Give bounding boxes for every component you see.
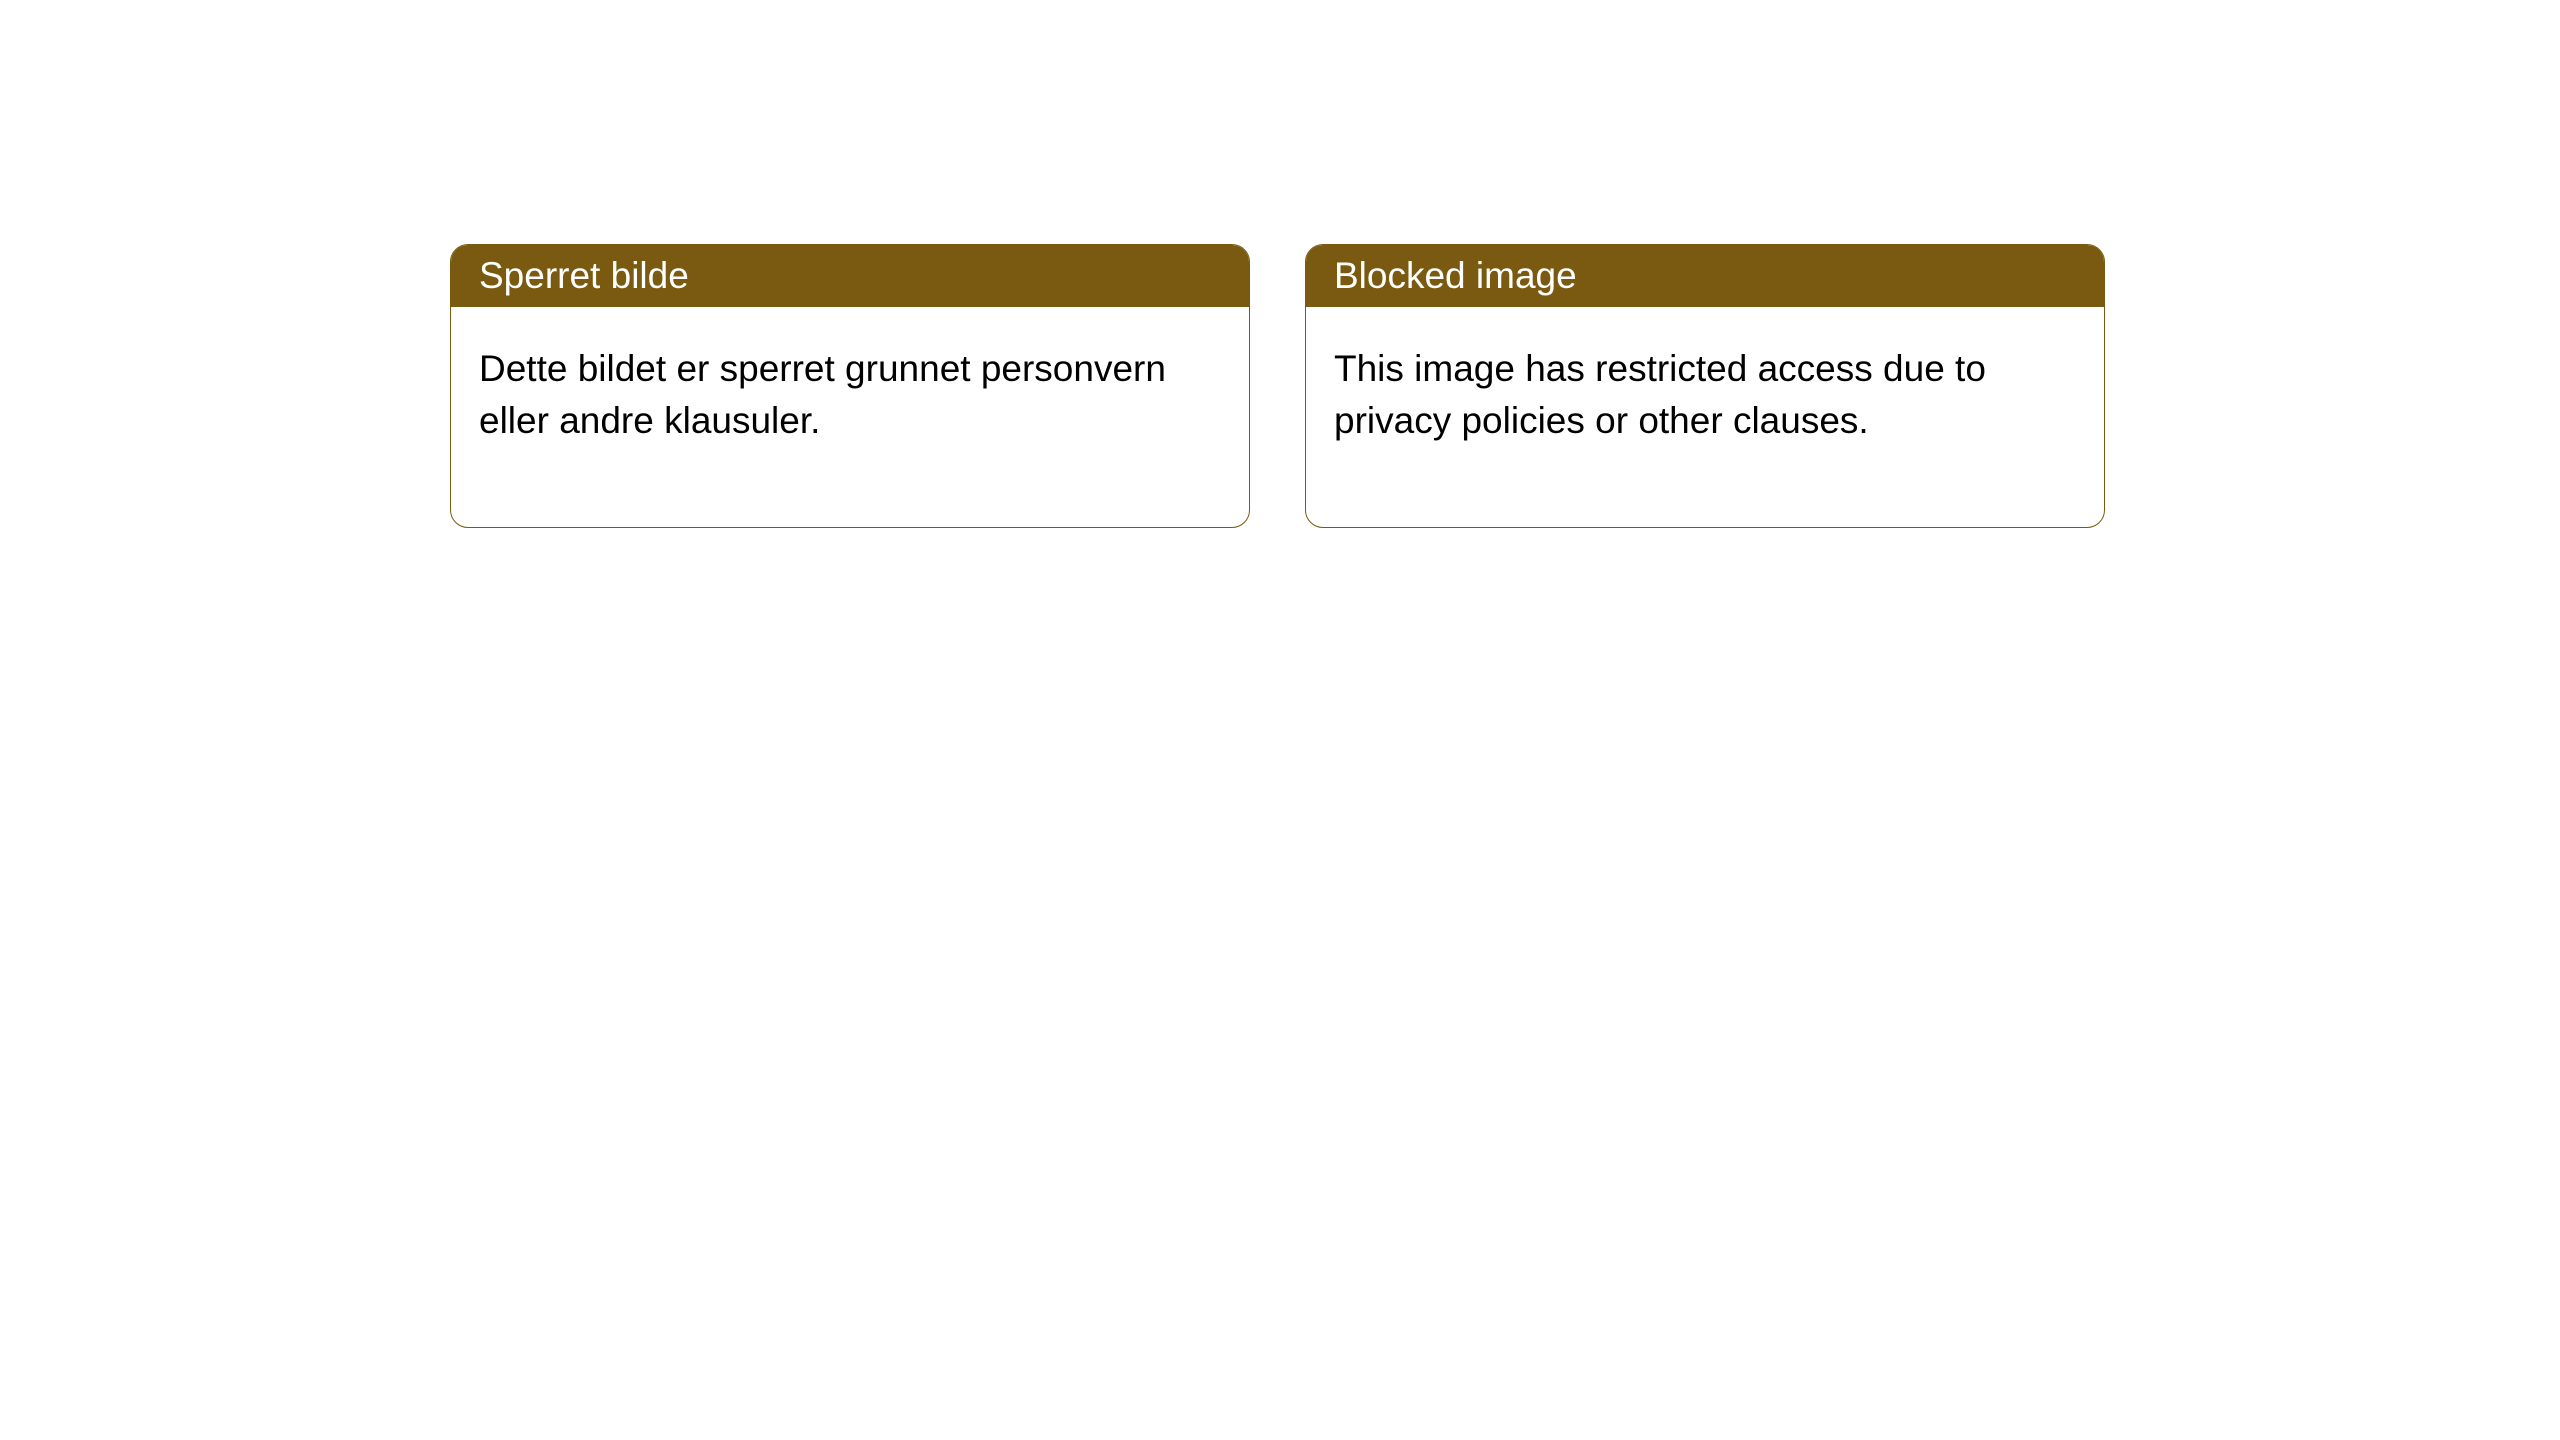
notice-card-title: Sperret bilde [451, 245, 1249, 307]
notice-card-title: Blocked image [1306, 245, 2104, 307]
notice-card-body: Dette bildet er sperret grunnet personve… [451, 307, 1249, 527]
notice-card-norwegian: Sperret bilde Dette bildet er sperret gr… [450, 244, 1250, 528]
notice-card-body: This image has restricted access due to … [1306, 307, 2104, 527]
notice-cards-container: Sperret bilde Dette bildet er sperret gr… [450, 244, 2560, 528]
notice-card-english: Blocked image This image has restricted … [1305, 244, 2105, 528]
